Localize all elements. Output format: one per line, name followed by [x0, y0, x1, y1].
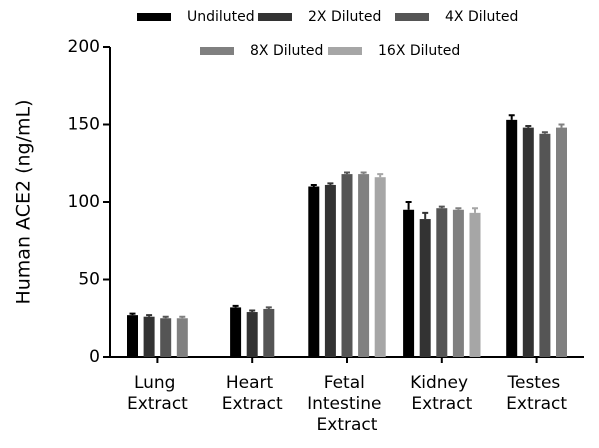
legend-label: 2X Diluted: [308, 9, 381, 25]
legend-label: 16X Diluted: [378, 43, 460, 59]
bar: [374, 177, 386, 357]
error-bar: [360, 171, 367, 175]
error-bar: [438, 205, 445, 209]
error-bar: [129, 312, 136, 316]
y-tick-label: 200: [68, 37, 100, 57]
y-tick-label: 150: [68, 115, 100, 135]
y-tick-label: 50: [78, 270, 100, 290]
legend-swatch: [328, 47, 362, 55]
error-bar: [327, 182, 334, 185]
bar: [358, 174, 370, 357]
y-tick-label: 100: [68, 192, 100, 212]
bar: [324, 184, 336, 357]
y-tick-label: 0: [89, 347, 100, 367]
bar: [436, 208, 448, 357]
error-bar: [472, 207, 478, 213]
bar: [539, 133, 551, 357]
legend-label: 8X Diluted: [250, 43, 323, 59]
error-bar: [249, 309, 256, 313]
error-bar: [405, 201, 412, 210]
bar: [263, 308, 275, 357]
error-bar: [265, 306, 272, 309]
x-tick-label: Kidney Extract: [410, 373, 473, 414]
bar: [506, 119, 518, 357]
error-bar: [508, 114, 515, 120]
error-bar: [525, 125, 532, 128]
bar: [556, 127, 567, 357]
error-bar: [162, 315, 169, 319]
x-tick-label: Heart Extract: [222, 373, 283, 414]
error-bar: [422, 211, 429, 220]
bar: [308, 186, 320, 357]
x-tick-label: Lung Extract: [127, 373, 188, 414]
bar: [403, 209, 415, 357]
error-bar: [377, 173, 384, 178]
bar: [452, 209, 464, 357]
x-tick-label: Fetal Intestine Extract: [307, 373, 387, 435]
bar: [522, 127, 534, 357]
bar: [246, 312, 258, 357]
legend-label: Undiluted: [187, 9, 255, 25]
error-bar: [310, 183, 317, 187]
bar: [160, 318, 172, 357]
legend-swatch: [200, 47, 234, 55]
bar: [176, 318, 188, 357]
error-bar: [146, 314, 153, 317]
legend-swatch: [137, 13, 171, 21]
legend-swatch: [258, 13, 292, 21]
error-bar: [558, 123, 565, 128]
error-bar: [541, 131, 548, 134]
error-bar: [232, 304, 239, 308]
bar: [127, 315, 138, 357]
bar: [419, 219, 431, 357]
bar: [469, 212, 481, 357]
bar: [230, 307, 242, 357]
error-bar: [455, 207, 462, 210]
bar: [341, 174, 353, 357]
error-bar: [344, 171, 350, 175]
error-bar: [179, 315, 186, 319]
legend-label: 4X Diluted: [445, 9, 518, 25]
y-axis-title: Human ACE2 (ng/mL): [13, 99, 35, 304]
x-tick-label: Testes Extract: [506, 373, 567, 414]
legend-swatch: [395, 13, 429, 21]
bar: [143, 316, 155, 357]
